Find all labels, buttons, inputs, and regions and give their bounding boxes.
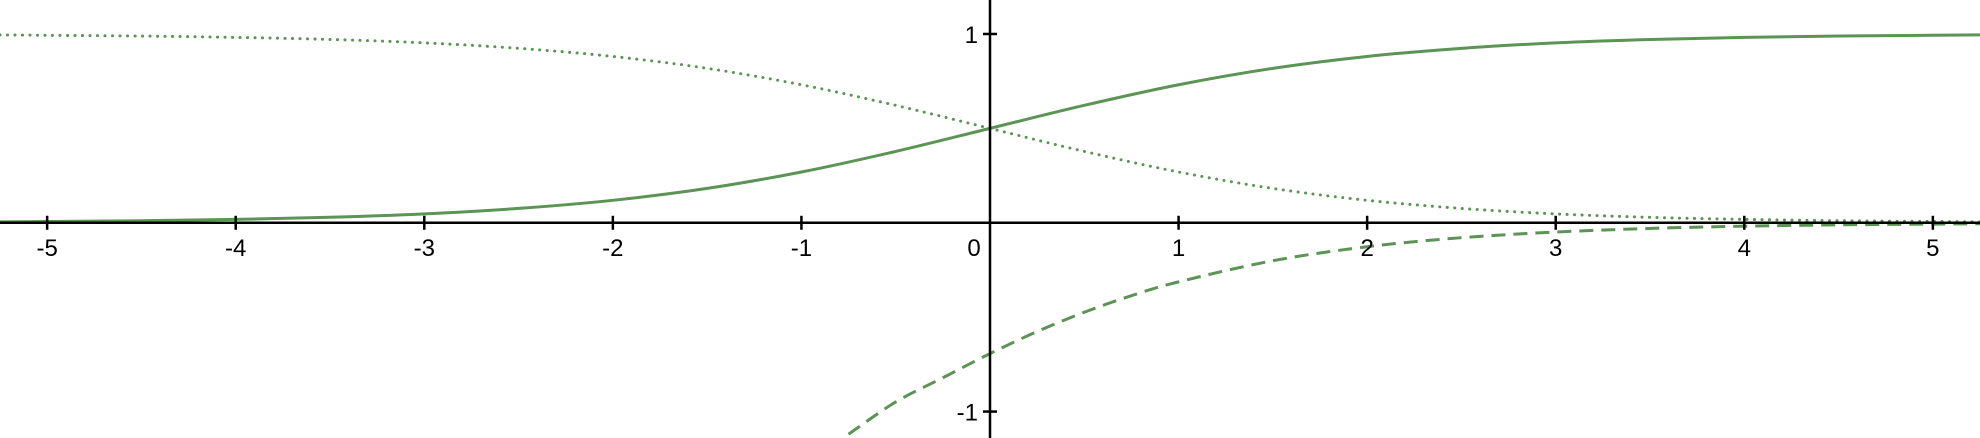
x-tick-label-0: 0 [967, 235, 980, 262]
x-tick-label--4: -4 [225, 235, 246, 262]
y-tick-label-1: 1 [965, 22, 978, 49]
tick-labels-layer: -5 -4 -3 -2 -1 0 1 2 3 4 5 1 -1 [36, 22, 1939, 427]
x-tick-label-3: 3 [1549, 235, 1562, 262]
x-tick-label--1: -1 [791, 235, 812, 262]
x-tick-label-2: 2 [1360, 235, 1373, 262]
x-tick-label--3: -3 [414, 235, 435, 262]
y-tick-label--1: -1 [957, 400, 978, 427]
series-dashed-line [847, 222, 1980, 436]
x-tick-label-4: 4 [1738, 235, 1751, 262]
x-tick-label--5: -5 [36, 235, 57, 262]
x-tick-label--2: -2 [602, 235, 623, 262]
x-tick-label-5: 5 [1926, 235, 1939, 262]
x-tick-label-1: 1 [1172, 235, 1185, 262]
